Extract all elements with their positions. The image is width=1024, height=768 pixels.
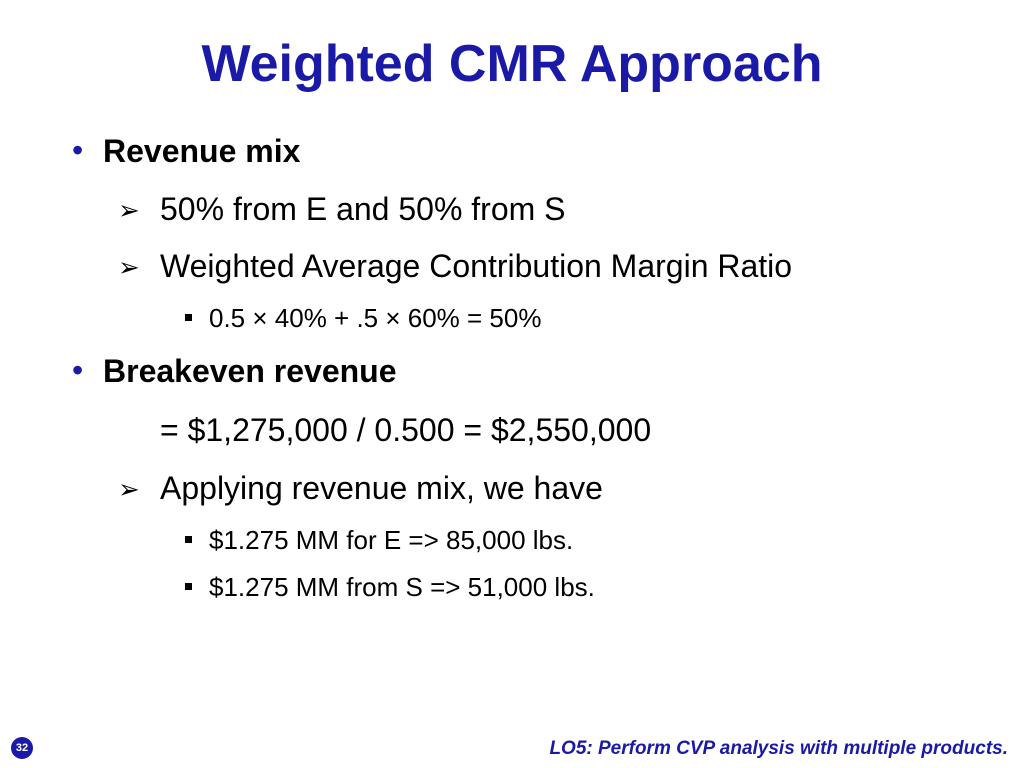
square-bullet-icon [185,314,192,321]
breakeven-sub-item: $1.275 MM for E => 85,000 lbs. [209,525,574,555]
revenue-mix-point: 50% from E and 50% from S [160,191,566,227]
arrow-bullet-icon: ➢ [118,474,140,504]
square-bullet-icon [185,583,192,590]
breakeven-sub-item: $1.275 MM from S => 51,000 lbs. [209,572,595,602]
arrow-bullet-icon: ➢ [118,252,140,282]
page-number-badge: 32 [11,737,33,759]
revenue-mix-heading: Revenue mix [103,133,301,169]
slide-title: Weighted CMR Approach [201,35,823,93]
breakeven-heading: Breakeven revenue [103,353,397,389]
revenue-mix-point: Weighted Average Contribution Margin Rat… [160,248,793,284]
breakeven-equation: = $1,275,000 / 0.500 = $2,550,000 [160,412,652,448]
cmr-calculation: 0.5 × 40% + .5 × 60% = 50% [209,303,542,333]
learning-objective-footer: LO5: Perform CVP analysis with multiple … [549,738,1008,759]
breakeven-point: Applying revenue mix, we have [160,470,603,506]
arrow-bullet-icon: ➢ [118,195,140,225]
bullet-icon: • [72,352,84,388]
bullet-icon: • [72,132,84,168]
square-bullet-icon [185,536,192,543]
